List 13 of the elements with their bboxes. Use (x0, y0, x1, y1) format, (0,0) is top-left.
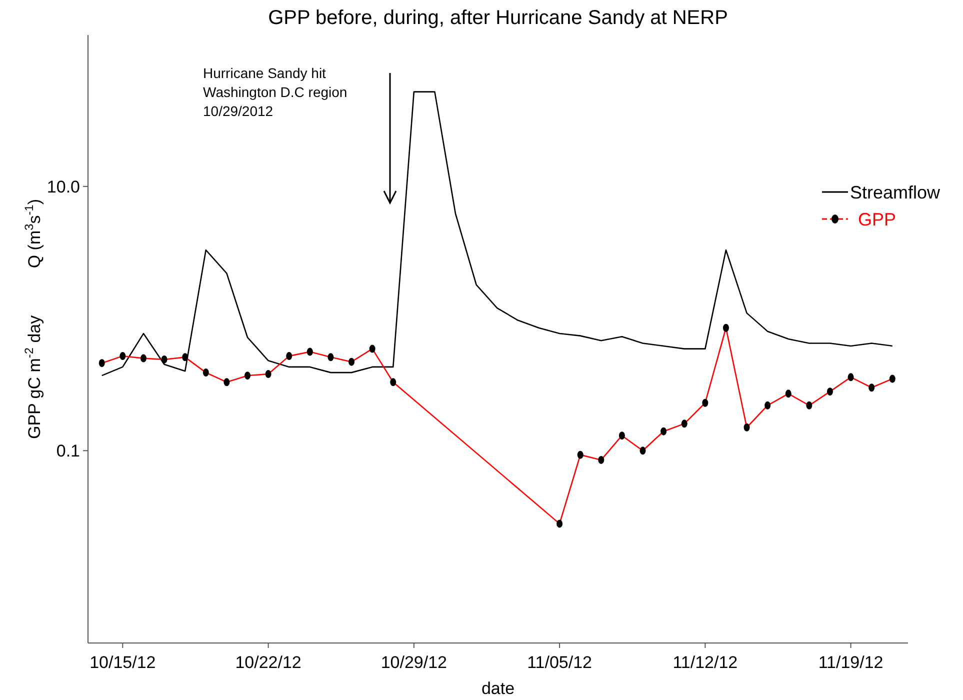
x-tick-label: 10/22/12 (235, 653, 302, 672)
legend-label: GPP (858, 209, 896, 230)
legend-label: Streamflow (850, 182, 942, 202)
x-tick-label: 11/12/12 (672, 653, 738, 672)
x-tick-label: 11/05/12 (527, 653, 592, 672)
y-tick-label: 0.1 (56, 442, 80, 461)
y-tick-label: 10.0 (46, 177, 80, 196)
chart-title: GPP before, during, after Hurricane Sandy at NERP (268, 7, 728, 29)
annotation: Hurricane Sandy hit Washington D.C region 10/29/2012 (203, 65, 348, 119)
x-tick-label: 10/15/12 (90, 653, 156, 672)
x-tick-label: 11/19/12 (818, 653, 884, 672)
x-axis-title: date (481, 679, 515, 698)
x-tick-label: 10/29/12 (380, 653, 448, 672)
